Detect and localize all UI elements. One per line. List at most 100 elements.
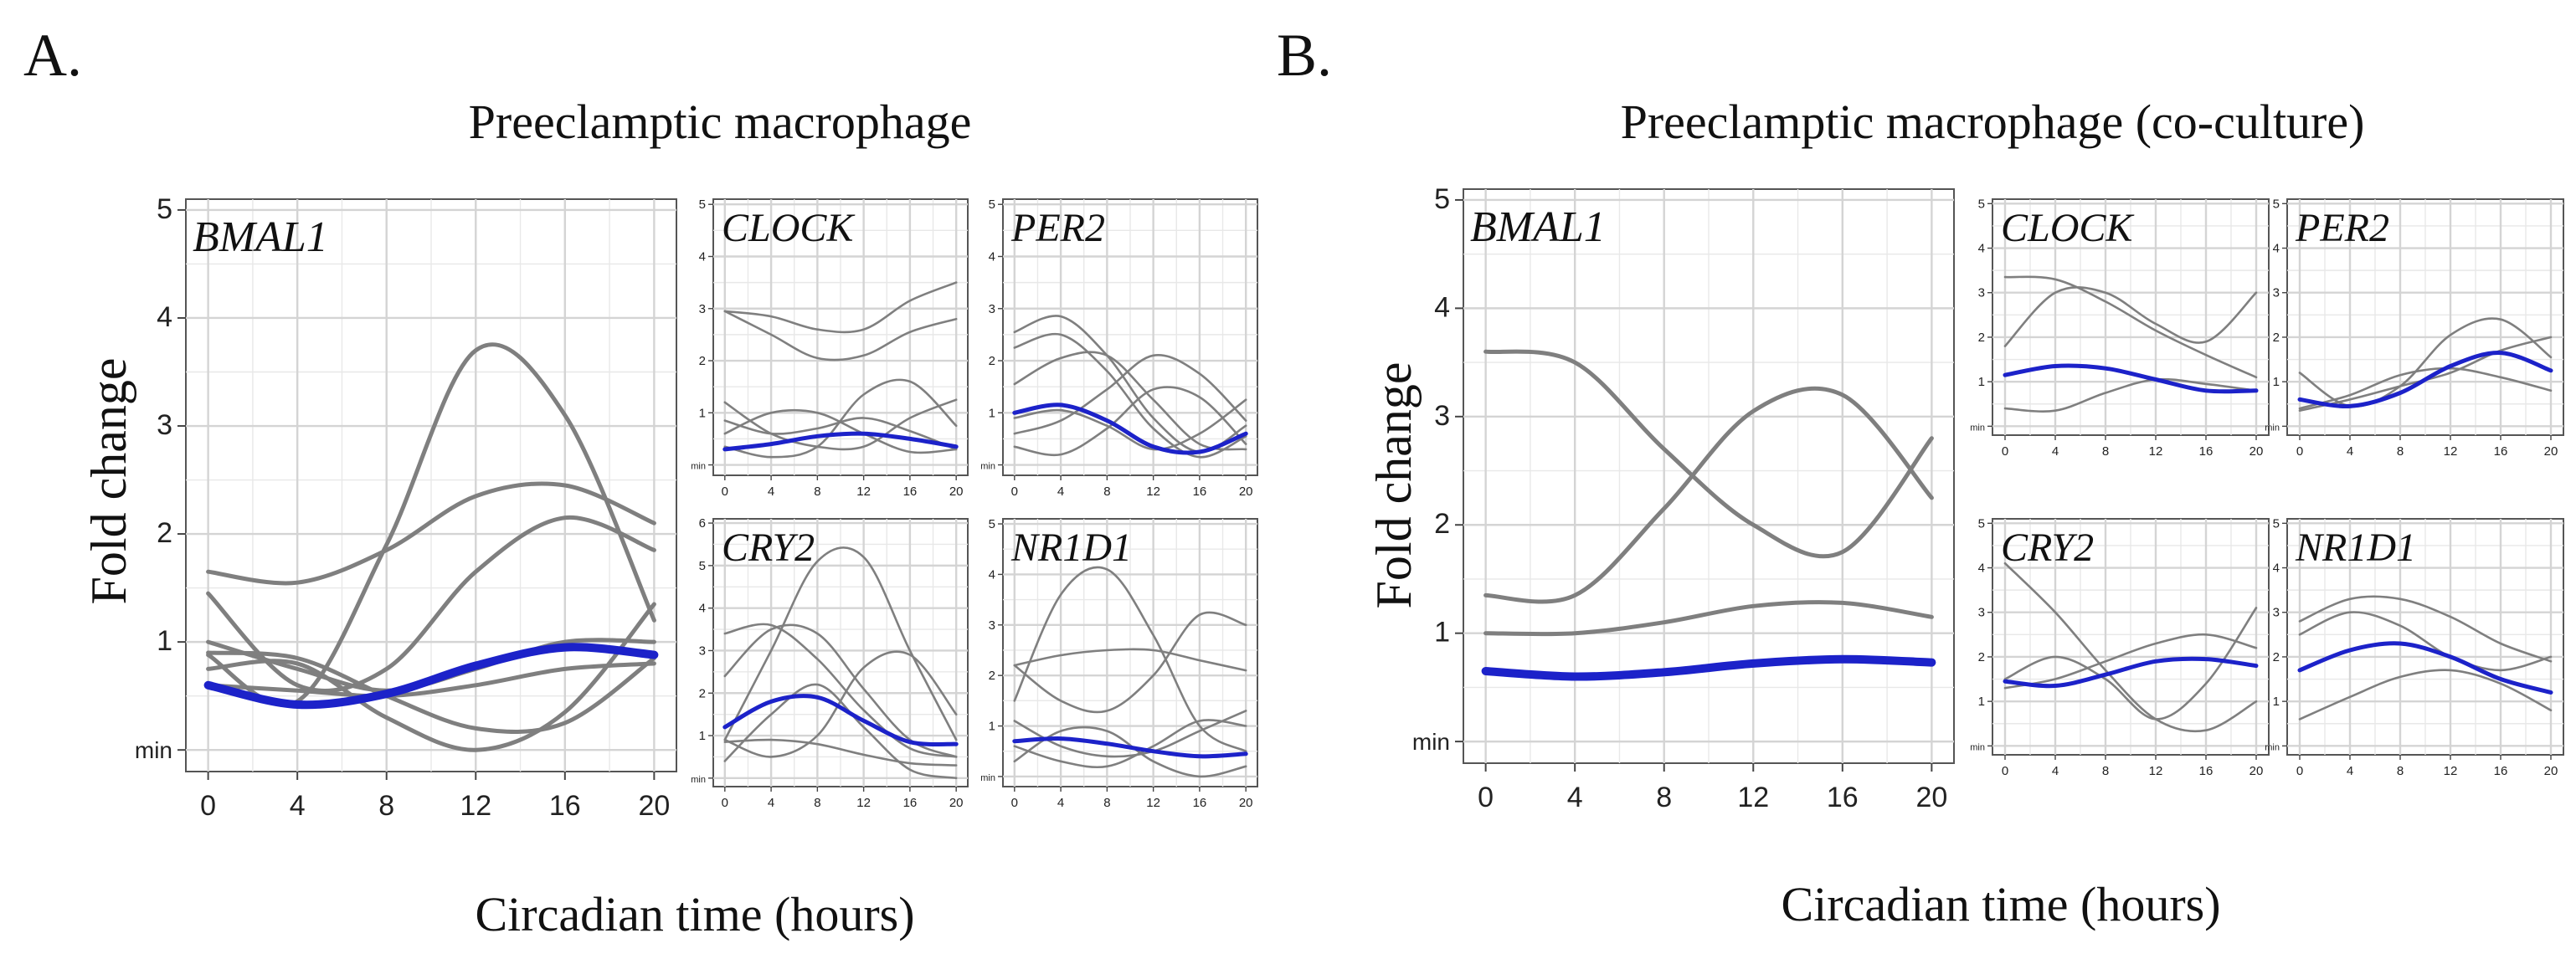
x-tick-label: 4 <box>768 485 774 499</box>
series-line-mean <box>203 643 659 710</box>
x-tick-label: 0 <box>722 796 728 810</box>
y-tick-label: 5 <box>989 197 995 212</box>
series-line-individual <box>2298 367 2553 410</box>
y-tick-label: 1 <box>1978 375 1985 389</box>
y-tick-label: 2 <box>1978 650 1985 664</box>
y-tick-label: 5 <box>699 559 706 573</box>
y-tick-label: 1 <box>2273 695 2280 709</box>
x-tick-label: 0 <box>1011 796 1018 810</box>
gene-label: CLOCK <box>722 206 856 250</box>
series-line-mean <box>1012 736 1248 759</box>
y-tick-label: min <box>2265 423 2280 433</box>
y-tick-label: 5 <box>2273 197 2280 211</box>
y-tick-label: min <box>980 773 995 783</box>
series-line-individual <box>723 310 958 362</box>
panel-b-ylabel: Fold change <box>1366 362 1422 609</box>
x-tick-label: 16 <box>1193 485 1207 499</box>
series-line-individual <box>723 650 958 758</box>
y-tick-label: 2 <box>699 686 706 700</box>
x-tick-label: 8 <box>2102 444 2109 459</box>
x-tick-label: 20 <box>1239 796 1253 810</box>
y-tick-label: 2 <box>699 354 706 368</box>
x-tick-label: 4 <box>2052 444 2059 459</box>
series-line-individual <box>2003 275 2258 379</box>
series-line-individual <box>1013 351 1247 451</box>
series-line-individual <box>206 481 656 586</box>
y-tick-label: 2 <box>1434 508 1450 540</box>
y-tick-label: 1 <box>1434 617 1450 649</box>
series-line-individual <box>723 378 958 459</box>
x-tick-label: 4 <box>2347 764 2353 778</box>
x-tick-label: 12 <box>856 485 871 499</box>
x-tick-label: 16 <box>2494 764 2508 778</box>
x-tick-label: 4 <box>768 796 774 810</box>
series-line-mean <box>2003 656 2259 689</box>
x-tick-label: 4 <box>2347 444 2353 459</box>
y-tick-label: 3 <box>699 644 706 658</box>
series-line-individual <box>2298 611 2553 672</box>
series-line-individual <box>1013 648 1247 672</box>
y-tick-label: 4 <box>699 602 706 616</box>
gene-label: BMAL1 <box>193 213 328 261</box>
x-tick-label: 0 <box>2002 764 2008 778</box>
series-line-mean <box>2003 363 2259 394</box>
y-tick-label: 1 <box>2273 375 2280 389</box>
series-line-individual <box>2298 595 2553 663</box>
x-tick-label: 8 <box>1656 782 1672 813</box>
series-line-mean <box>1012 403 1248 455</box>
y-tick-label: 6 <box>699 516 706 531</box>
series-line-individual <box>1013 354 1247 435</box>
panel-b-title: Preeclamptic macrophage (co-culture) <box>1621 95 2365 149</box>
gene-label: NR1D1 <box>2295 526 2416 570</box>
x-tick-label: 20 <box>949 485 964 499</box>
x-tick-label: 0 <box>1478 782 1494 813</box>
y-tick-label: 4 <box>1978 562 1985 576</box>
x-tick-label: 16 <box>549 790 581 822</box>
series-line-individual <box>1013 719 1247 769</box>
series-line-individual <box>206 650 656 735</box>
x-tick-label: 20 <box>1239 485 1253 499</box>
series-line-individual <box>1013 386 1247 457</box>
y-tick-label: 5 <box>1978 197 1985 211</box>
x-tick-label: 0 <box>200 790 216 822</box>
x-tick-label: 20 <box>949 796 964 810</box>
y-tick-label: 3 <box>1434 400 1450 432</box>
panel-b-label: B. <box>1277 22 1332 89</box>
y-tick-label: min <box>1970 742 1985 752</box>
y-tick-label: 2 <box>2273 650 2280 664</box>
gene-label: PER2 <box>1010 206 1105 250</box>
x-tick-label: 12 <box>2444 764 2458 778</box>
series-line-individual <box>1483 600 1934 637</box>
series-line-individual <box>2298 669 2553 721</box>
series-line-individual <box>1013 566 1247 752</box>
x-tick-label: 8 <box>2397 764 2404 778</box>
x-tick-label: 12 <box>856 796 871 810</box>
x-tick-label: 4 <box>2052 764 2059 778</box>
y-tick-label: 3 <box>989 618 995 633</box>
x-tick-label: 8 <box>1103 796 1110 810</box>
y-tick-label: 1 <box>699 406 706 420</box>
y-tick-label: min <box>1412 729 1450 755</box>
y-tick-label: 5 <box>1978 516 1985 531</box>
x-tick-label: 4 <box>1567 782 1583 813</box>
x-tick-label: 16 <box>1827 782 1859 813</box>
series-line-individual <box>1013 611 1247 714</box>
x-tick-label: 20 <box>2250 444 2264 459</box>
series-line-mean <box>722 431 959 452</box>
gene-label: CLOCK <box>2001 206 2135 250</box>
series-line-individual <box>2003 377 2258 413</box>
y-tick-label: 1 <box>989 720 995 734</box>
series-line-individual <box>206 515 656 693</box>
x-tick-label: 20 <box>2250 764 2264 778</box>
y-tick-label: min <box>691 462 706 472</box>
series-line-mean <box>1481 654 1936 681</box>
x-tick-label: 0 <box>2296 444 2303 459</box>
x-tick-label: 12 <box>460 790 491 822</box>
x-tick-label: 20 <box>2544 444 2558 459</box>
